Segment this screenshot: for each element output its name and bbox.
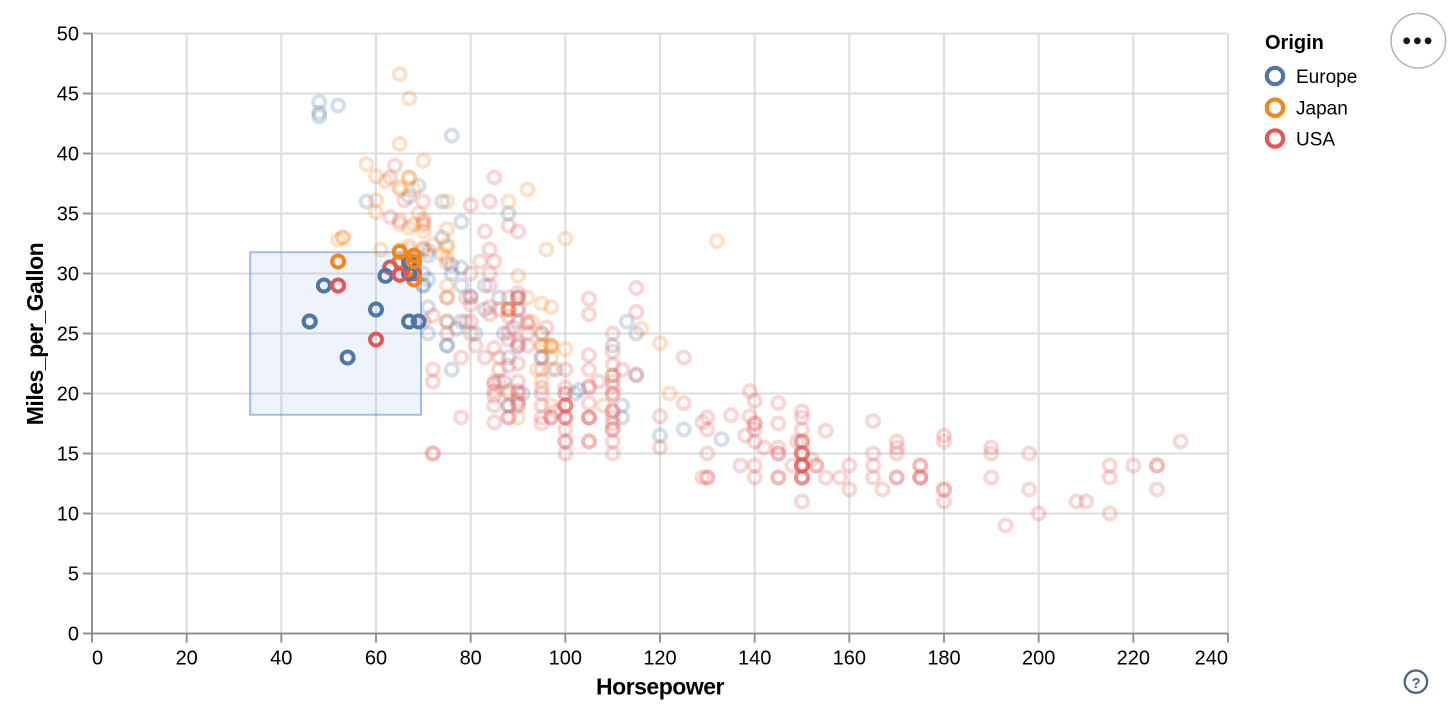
svg-text:220: 220 — [1117, 648, 1150, 670]
svg-text:Europe: Europe — [1296, 67, 1357, 88]
svg-text:40: 40 — [270, 648, 292, 670]
svg-text:40: 40 — [57, 144, 79, 166]
svg-text:45: 45 — [57, 84, 79, 106]
svg-text:Origin: Origin — [1265, 32, 1324, 54]
svg-text:15: 15 — [57, 444, 79, 466]
svg-text:5: 5 — [68, 564, 79, 586]
svg-text:120: 120 — [643, 648, 676, 670]
svg-text:30: 30 — [57, 264, 79, 286]
svg-text:Horsepower: Horsepower — [596, 674, 724, 700]
svg-text:100: 100 — [549, 648, 582, 670]
svg-text:Miles_per_Gallon: Miles_per_Gallon — [22, 243, 48, 425]
svg-text:160: 160 — [833, 648, 866, 670]
svg-text:140: 140 — [738, 648, 771, 670]
svg-text:80: 80 — [460, 648, 482, 670]
svg-text:50: 50 — [57, 24, 79, 46]
svg-text:20: 20 — [57, 384, 79, 406]
svg-text:10: 10 — [57, 504, 79, 526]
svg-text:200: 200 — [1022, 648, 1055, 670]
svg-text:USA: USA — [1296, 129, 1335, 150]
svg-text:180: 180 — [927, 648, 960, 670]
svg-text:0: 0 — [92, 648, 103, 670]
svg-text:20: 20 — [176, 648, 198, 670]
svg-text:25: 25 — [57, 324, 79, 346]
svg-text:?: ? — [1412, 676, 1421, 692]
svg-text:35: 35 — [57, 204, 79, 226]
svg-text:60: 60 — [365, 648, 387, 670]
svg-text:240: 240 — [1195, 648, 1228, 670]
svg-text:0: 0 — [68, 624, 79, 646]
svg-text:Japan: Japan — [1296, 99, 1348, 120]
